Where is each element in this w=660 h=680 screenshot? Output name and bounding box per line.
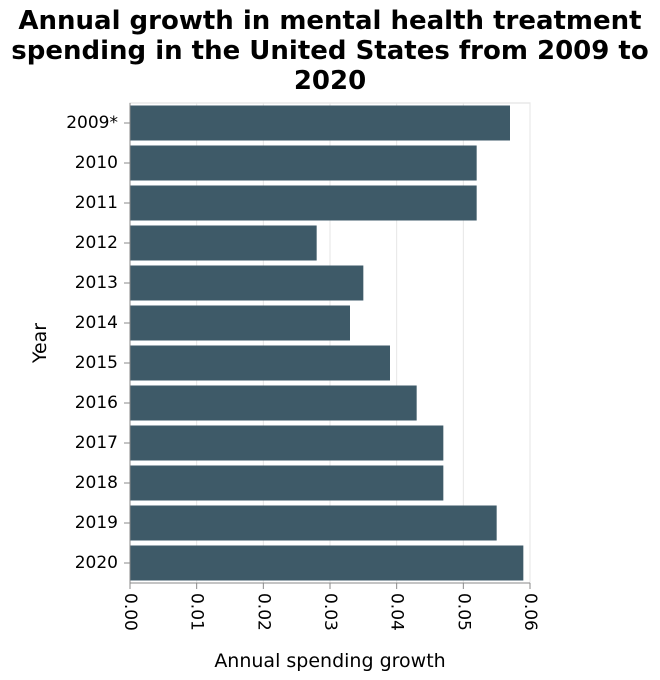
bar (130, 145, 477, 181)
y-tick-label: 2011 (75, 193, 118, 213)
y-tick-label: 2016 (75, 393, 118, 413)
x-tick-label: 0.04 (387, 593, 407, 631)
y-tick-label: 2014 (75, 313, 118, 333)
y-tick-label: 2020 (75, 553, 118, 573)
bar (130, 105, 510, 141)
chart-title-line-3: 2020 (293, 66, 367, 96)
y-tick-label: 2012 (75, 233, 118, 253)
chart-title-line-2: spending in the United States from 2009 … (11, 36, 649, 66)
y-tick-label: 2010 (75, 153, 118, 173)
bar (130, 545, 524, 581)
y-tick-label: 2019 (75, 513, 118, 533)
bar (130, 265, 364, 301)
bar (130, 185, 477, 221)
bar-layer (130, 105, 524, 581)
x-tick-label: 0.06 (520, 593, 540, 631)
x-tick-label: 0.05 (453, 593, 473, 631)
x-tick-label: 0.03 (320, 593, 340, 631)
x-axis-title: Annual spending growth (214, 650, 445, 672)
bar (130, 305, 350, 341)
bar (130, 345, 390, 381)
bar (130, 505, 497, 541)
y-tick-label: 2009* (66, 113, 118, 133)
y-tick-label: 2013 (75, 273, 118, 293)
bar (130, 425, 444, 461)
y-axis-title: Year (29, 323, 51, 364)
bar (130, 225, 317, 261)
y-tick-label: 2018 (75, 473, 118, 493)
chart-title-line-1: Annual growth in mental health treatment (18, 6, 642, 36)
chart-title: Annual growth in mental health treatment… (0, 6, 660, 96)
y-tick-label: 2017 (75, 433, 118, 453)
x-tick-label: 0.01 (187, 593, 207, 631)
bar (130, 385, 417, 421)
x-tick-label: 0.00 (120, 593, 140, 631)
axis-layer: 0.00 0.01 0.02 0.03 0.04 0.05 0.06 2009* 2010 201… (66, 103, 540, 631)
bar (130, 465, 444, 501)
x-tick-label: 0.02 (253, 593, 273, 631)
y-tick-label: 2015 (75, 353, 118, 373)
